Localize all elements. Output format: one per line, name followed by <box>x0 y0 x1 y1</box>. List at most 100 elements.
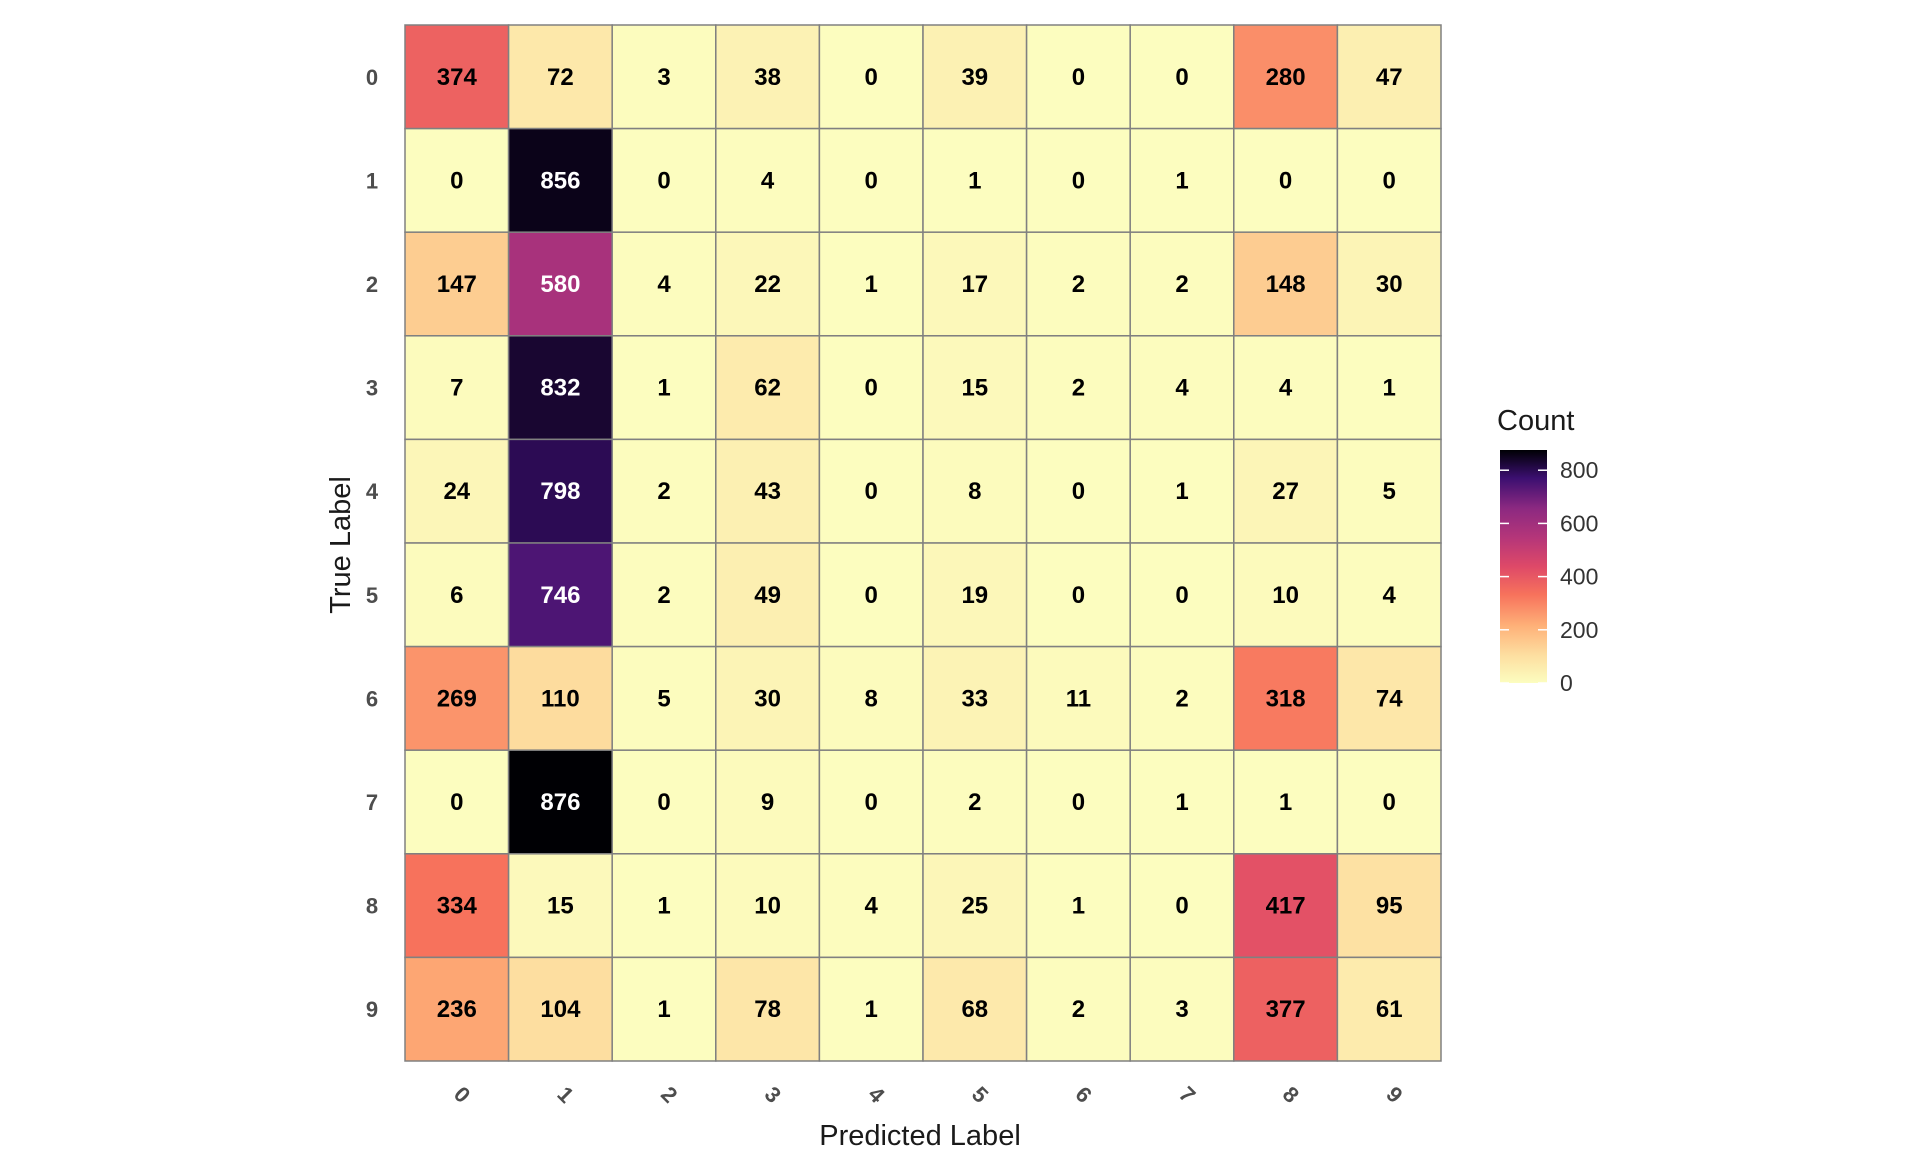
heatmap-cell-label: 47 <box>1376 64 1403 91</box>
heatmap-cell-rect <box>1336 853 1442 959</box>
y-axis-ticks: 0 1 2 3 4 5 6 7 8 9 <box>366 65 379 1022</box>
heatmap-cell-label: 0 <box>865 478 878 505</box>
heatmap-cell-label: 2 <box>1072 375 1085 402</box>
heatmap-cell: 1 <box>1129 749 1235 855</box>
heatmap-cell-rect <box>1129 24 1235 130</box>
heatmap-cell-rect <box>922 749 1028 855</box>
legend-tick-label: 200 <box>1560 617 1598 643</box>
heatmap-cell: 798 <box>507 438 613 544</box>
heatmap-cell-label: 269 <box>437 685 477 712</box>
heatmap-cell: 1 <box>818 956 924 1062</box>
heatmap-cell: 0 <box>1233 127 1339 233</box>
heatmap-cell: 2 <box>611 542 717 648</box>
heatmap-cell: 0 <box>818 127 924 233</box>
x-tick-label: 9 <box>1381 1082 1407 1108</box>
heatmap-cell: 62 <box>715 335 821 441</box>
heatmap-cell: 17 <box>922 231 1028 337</box>
heatmap-cell-label: 33 <box>961 685 988 712</box>
heatmap-cell: 269 <box>404 645 510 751</box>
heatmap-cell-rect <box>818 956 924 1062</box>
x-tick-label: 8 <box>1278 1082 1304 1108</box>
heatmap-cell-label: 7 <box>450 375 463 402</box>
heatmap-cell-label: 236 <box>437 996 477 1023</box>
heatmap-cell-label: 856 <box>540 167 580 194</box>
heatmap-cell: 25 <box>922 853 1028 959</box>
heatmap-cell: 33 <box>922 645 1028 751</box>
heatmap-cell-rect <box>404 335 510 441</box>
heatmap-cell-label: 4 <box>1175 375 1189 402</box>
heatmap-cell-label: 72 <box>547 64 574 91</box>
heatmap-cell: 30 <box>715 645 821 751</box>
heatmap-cell: 2 <box>611 438 717 544</box>
heatmap-cell-label: 5 <box>1383 478 1396 505</box>
heatmap-cell-label: 2 <box>657 478 670 505</box>
heatmap-cell-label: 280 <box>1266 64 1306 91</box>
heatmap-cell-label: 0 <box>865 789 878 816</box>
heatmap-cell: 9 <box>715 749 821 855</box>
heatmap-cell: 2 <box>1025 231 1131 337</box>
heatmap-cell-rect <box>1129 645 1235 751</box>
y-axis-title: True Label <box>325 476 357 614</box>
x-tick-label: 5 <box>967 1082 993 1108</box>
heatmap-cell: 74 <box>1336 645 1442 751</box>
heatmap-cell-label: 2 <box>657 582 670 609</box>
heatmap-cell: 0 <box>818 542 924 648</box>
heatmap-cell-label: 5 <box>657 685 670 712</box>
heatmap-cell: 3 <box>611 24 717 130</box>
heatmap-cell-label: 0 <box>1072 167 1085 194</box>
heatmap-cell: 746 <box>507 542 613 648</box>
y-tick-label: 2 <box>366 272 378 297</box>
heatmap-cell-rect <box>1025 956 1131 1062</box>
heatmap-cell-label: 1 <box>1279 789 1292 816</box>
heatmap-cell-rect <box>1336 645 1442 751</box>
heatmap-cell-rect <box>611 438 717 544</box>
heatmap-cell: 856 <box>507 127 613 233</box>
y-tick-label: 4 <box>366 479 379 504</box>
heatmap-cell: 0 <box>1025 438 1131 544</box>
heatmap-cell-label: 832 <box>540 375 580 402</box>
heatmap-cell-label: 0 <box>1072 64 1085 91</box>
heatmap-cell-label: 6 <box>450 582 463 609</box>
heatmap-cell: 2 <box>1129 231 1235 337</box>
heatmap-cell-label: 377 <box>1266 996 1306 1023</box>
heatmap-cell-rect <box>1336 335 1442 441</box>
heatmap-cell-rect <box>507 956 613 1062</box>
heatmap-cell-rect <box>818 438 924 544</box>
heatmap-cell-rect <box>922 127 1028 233</box>
heatmap-cell: 280 <box>1233 24 1339 130</box>
heatmap-cell-label: 43 <box>754 478 781 505</box>
legend-title: Count <box>1497 405 1574 437</box>
heatmap-cell: 27 <box>1233 438 1339 544</box>
heatmap-cell-rect <box>1025 127 1131 233</box>
heatmap-cell: 5 <box>611 645 717 751</box>
heatmap-cell: 61 <box>1336 956 1442 1062</box>
heatmap-cell: 39 <box>922 24 1028 130</box>
heatmap-cell: 318 <box>1233 645 1339 751</box>
heatmap-cell-label: 4 <box>1279 375 1293 402</box>
heatmap-cell-rect <box>404 645 510 751</box>
heatmap-cell-rect <box>1233 231 1339 337</box>
heatmap-cell-label: 2 <box>1072 271 1085 298</box>
heatmap-cell-label: 1 <box>1383 375 1396 402</box>
heatmap-cell: 236 <box>404 956 510 1062</box>
heatmap-cell-label: 0 <box>865 375 878 402</box>
heatmap-cell-label: 10 <box>754 893 781 920</box>
heatmap-cell: 1 <box>1025 853 1131 959</box>
heatmap-cell: 7 <box>404 335 510 441</box>
heatmap-cell: 2 <box>1129 645 1235 751</box>
heatmap-cell: 19 <box>922 542 1028 648</box>
heatmap-cell-label: 0 <box>657 789 670 816</box>
heatmap-cell-label: 11 <box>1066 685 1091 712</box>
heatmap-cell: 0 <box>1129 542 1235 648</box>
legend-colorbar <box>1500 450 1547 683</box>
heatmap-cell-label: 1 <box>865 996 878 1023</box>
heatmap-cell-rect <box>507 438 613 544</box>
heatmap-cell: 2 <box>922 749 1028 855</box>
heatmap-cell-rect <box>404 853 510 959</box>
heatmap-cell: 4 <box>818 853 924 959</box>
heatmap-cell-label: 334 <box>437 893 478 920</box>
heatmap-cell-rect <box>1336 956 1442 1062</box>
heatmap-cell-rect <box>1233 438 1339 544</box>
heatmap-cell: 0 <box>818 335 924 441</box>
y-tick-label: 6 <box>366 686 378 711</box>
